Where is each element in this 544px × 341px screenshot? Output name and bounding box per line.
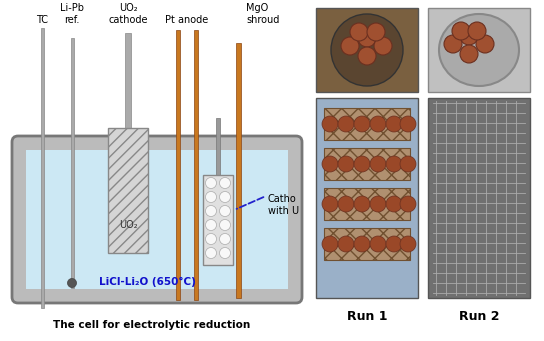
Circle shape bbox=[452, 22, 470, 40]
Circle shape bbox=[354, 156, 370, 172]
Circle shape bbox=[468, 22, 486, 40]
Ellipse shape bbox=[439, 14, 519, 86]
Circle shape bbox=[322, 236, 338, 252]
Circle shape bbox=[206, 220, 217, 231]
Bar bbox=[324, 228, 410, 260]
Circle shape bbox=[338, 116, 354, 132]
Circle shape bbox=[444, 35, 462, 53]
Circle shape bbox=[341, 37, 359, 55]
FancyBboxPatch shape bbox=[12, 136, 302, 303]
Text: Pt anode: Pt anode bbox=[165, 15, 209, 25]
Circle shape bbox=[322, 196, 338, 212]
Bar bbox=[324, 148, 410, 180]
Circle shape bbox=[386, 116, 402, 132]
Bar bbox=[236, 43, 240, 298]
Circle shape bbox=[400, 196, 416, 212]
Circle shape bbox=[400, 236, 416, 252]
Bar bbox=[194, 30, 198, 300]
Circle shape bbox=[206, 192, 217, 203]
Text: UO₂
cathode: UO₂ cathode bbox=[108, 3, 148, 25]
Text: Li-Pb
ref.: Li-Pb ref. bbox=[60, 3, 84, 25]
Circle shape bbox=[338, 236, 354, 252]
Text: The cell for electrolytic reduction: The cell for electrolytic reduction bbox=[53, 320, 251, 330]
Bar bbox=[125, 33, 131, 128]
Bar bbox=[428, 98, 530, 298]
Circle shape bbox=[386, 196, 402, 212]
Bar bbox=[216, 118, 220, 175]
Circle shape bbox=[219, 234, 231, 244]
Circle shape bbox=[331, 14, 403, 86]
Circle shape bbox=[460, 27, 478, 45]
Circle shape bbox=[460, 45, 478, 63]
Circle shape bbox=[358, 47, 376, 65]
Bar bbox=[108, 128, 148, 253]
Bar bbox=[176, 30, 180, 300]
Text: UO₂: UO₂ bbox=[119, 220, 137, 230]
Circle shape bbox=[206, 206, 217, 217]
Bar bbox=[203, 175, 233, 265]
Circle shape bbox=[322, 156, 338, 172]
Circle shape bbox=[400, 116, 416, 132]
Circle shape bbox=[358, 29, 376, 47]
Circle shape bbox=[322, 116, 338, 132]
Circle shape bbox=[354, 236, 370, 252]
Circle shape bbox=[354, 116, 370, 132]
Circle shape bbox=[206, 178, 217, 189]
Circle shape bbox=[219, 178, 231, 189]
Circle shape bbox=[386, 156, 402, 172]
Circle shape bbox=[370, 196, 386, 212]
Circle shape bbox=[386, 236, 402, 252]
Text: MgO
shroud: MgO shroud bbox=[246, 3, 280, 25]
Bar bbox=[316, 98, 418, 298]
Circle shape bbox=[370, 236, 386, 252]
Circle shape bbox=[219, 192, 231, 203]
Text: LiCl-Li₂O (650°C): LiCl-Li₂O (650°C) bbox=[98, 277, 195, 287]
Bar bbox=[324, 188, 410, 220]
Circle shape bbox=[206, 234, 217, 244]
Circle shape bbox=[367, 23, 385, 41]
Circle shape bbox=[338, 196, 354, 212]
Circle shape bbox=[374, 37, 392, 55]
Circle shape bbox=[476, 35, 494, 53]
Bar bbox=[40, 28, 44, 308]
Circle shape bbox=[206, 248, 217, 258]
Circle shape bbox=[350, 23, 368, 41]
Text: TC: TC bbox=[36, 15, 48, 25]
Text: Catho
with U: Catho with U bbox=[268, 194, 299, 216]
Circle shape bbox=[219, 220, 231, 231]
Circle shape bbox=[67, 279, 77, 287]
Circle shape bbox=[219, 248, 231, 258]
Bar bbox=[324, 108, 410, 140]
Circle shape bbox=[400, 156, 416, 172]
Bar bbox=[71, 38, 73, 288]
Text: Run 2: Run 2 bbox=[459, 310, 499, 323]
Bar bbox=[316, 8, 418, 92]
Circle shape bbox=[370, 116, 386, 132]
Bar bbox=[26, 150, 288, 289]
Circle shape bbox=[219, 206, 231, 217]
Bar bbox=[428, 8, 530, 92]
Circle shape bbox=[370, 156, 386, 172]
Circle shape bbox=[338, 156, 354, 172]
Text: Run 1: Run 1 bbox=[347, 310, 387, 323]
Circle shape bbox=[354, 196, 370, 212]
